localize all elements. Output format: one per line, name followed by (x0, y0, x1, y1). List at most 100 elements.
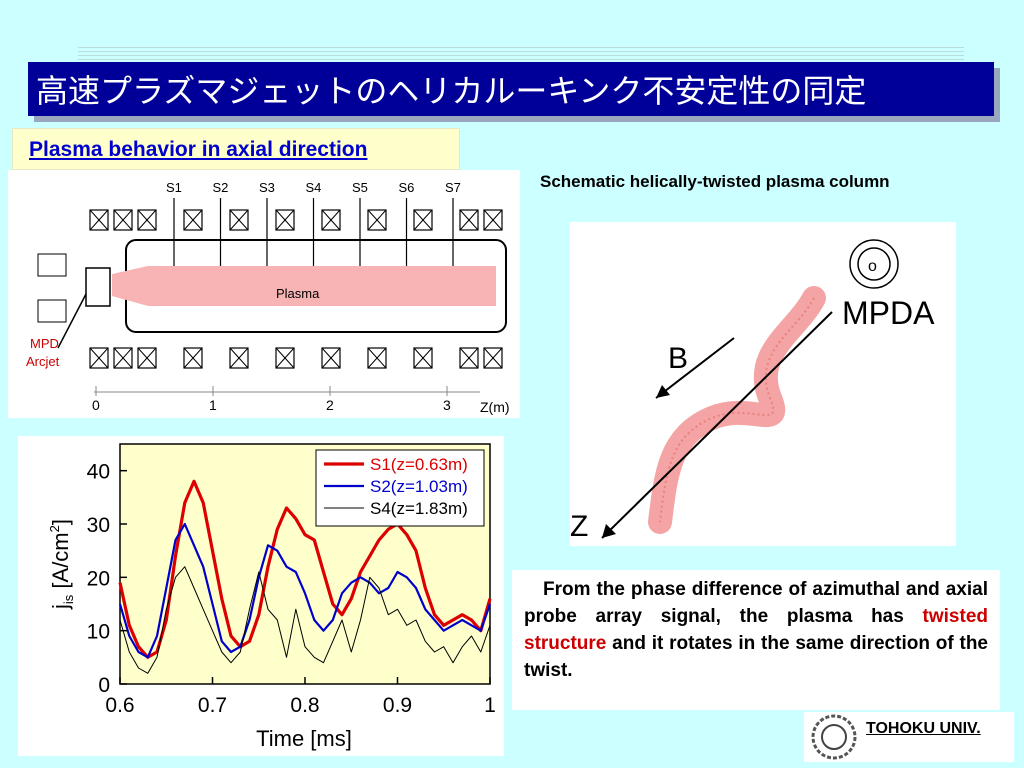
probe-label: S5 (352, 180, 368, 195)
helix-svg: o MPDA B Z (570, 239, 935, 543)
coil-cross (367, 347, 387, 369)
y-axis-label-subscript: is (61, 594, 76, 604)
coil-cross (113, 209, 133, 231)
y-tick-label: 30 (87, 514, 110, 537)
x-tick-label: 0.8 (290, 694, 319, 717)
section-label: Plasma behavior in axial direction (29, 138, 368, 161)
device-schematic: S1 S2 S3 S4 S5 S6 S7 Plasma MPD Arcjet 0 1 2 3 Z(… (8, 170, 520, 418)
probe-label: S7 (445, 180, 461, 195)
page-title: 高速プラズマジェットのヘリカルーキンク不安定性の同定 (36, 72, 867, 110)
university-name: TOHOKU UNIV. (866, 720, 981, 737)
coil-cross (321, 209, 341, 231)
coil-row-top (89, 209, 503, 231)
legend-label: S1(z=0.63m) (370, 455, 468, 474)
x-axis-label: Time [ms] (256, 726, 352, 751)
probe-label: S4 (306, 180, 322, 195)
coil-cross (89, 347, 109, 369)
decorative-hatch (78, 44, 964, 64)
section-label-box: Plasma behavior in axial direction (12, 128, 460, 170)
coil-cross (113, 347, 133, 369)
source-coil-top (37, 253, 67, 277)
y-axis-label: jis [A/cm2] (47, 519, 76, 610)
coil-cross (137, 347, 157, 369)
probe-label: S1 (166, 180, 182, 195)
x-tick-label: 0.9 (383, 694, 412, 717)
y-tick-label: 40 (87, 461, 110, 484)
coil-cross (229, 209, 249, 231)
source-label-1: MPD (30, 336, 59, 351)
coil-cross (459, 347, 479, 369)
twisted-plasma-texture (659, 297, 815, 523)
description-box: From the phase difference of azimuthal a… (512, 570, 1000, 710)
z-axis-label: Z(m) (480, 399, 510, 415)
y-axis-label-close: ] (48, 519, 73, 525)
y-axis-label-unit: [A/cm (48, 532, 73, 594)
probe-array: S1 S2 S3 S4 S5 S6 S7 (166, 180, 461, 274)
y-axis-label-symbol: j (48, 604, 73, 610)
mpda-probe-symbol: o (868, 258, 877, 275)
description-text: From the phase difference of azimuthal a… (524, 576, 988, 684)
b-field-label: B (668, 342, 688, 375)
coil-cross (483, 209, 503, 231)
coil-cross (459, 209, 479, 231)
coil-cross (275, 347, 295, 369)
x-tick-label: 0.6 (105, 694, 134, 717)
x-tick-label: 1 (484, 694, 496, 717)
coil-cross (89, 209, 109, 231)
z-tick-label: 3 (443, 397, 451, 413)
mpd-arcjet-source (85, 267, 111, 307)
z-axis-ticks: 0 1 2 3 (92, 386, 451, 413)
x-tick-label: 0.7 (198, 694, 227, 717)
description-part1: From the phase difference of azimuthal a… (524, 579, 988, 627)
coil-cross (229, 347, 249, 369)
description-part2: and it rotates in the same direction of … (524, 633, 988, 681)
coil-cross (183, 347, 203, 369)
series-line-1 (118, 479, 492, 659)
source-coil-bottom (37, 299, 67, 323)
z-arrowhead (602, 524, 616, 538)
coil-cross (137, 209, 157, 231)
source-label-2: Arcjet (26, 354, 60, 369)
probe-label: S6 (399, 180, 415, 195)
coil-cross (183, 209, 203, 231)
coil-cross (275, 209, 295, 231)
coil-row-bottom (89, 347, 503, 369)
mpda-label: MPDA (842, 295, 935, 331)
helix-schematic: o MPDA B Z (570, 222, 956, 546)
y-tick-label: 10 (87, 621, 110, 644)
b-arrowhead (656, 385, 670, 398)
z-label: Z (570, 510, 588, 543)
series-layer (118, 479, 492, 674)
mpda-probe-inner (857, 247, 891, 281)
logo-ring (811, 714, 857, 760)
plasma-label: Plasma (276, 286, 320, 301)
coil-cross (321, 347, 341, 369)
device-schematic-svg: S1 S2 S3 S4 S5 S6 S7 Plasma MPD Arcjet 0 1 2 3 Z(… (26, 180, 510, 415)
series-line-3 (119, 566, 491, 674)
university-footer: TOHOKU UNIV. (804, 712, 1014, 762)
current-density-chart: 0.6 0.7 0.8 0.9 1 0 10 20 30 40 S1(z=0.63m) S2(z=1… (18, 436, 504, 756)
z-tick-label: 0 (92, 397, 100, 413)
legend-label: S2(z=1.03m) (370, 477, 468, 496)
description-highlight: twisted structure (524, 606, 988, 654)
b-field-arrow (655, 337, 735, 399)
mpda-probe-outer (849, 239, 899, 289)
coil-cross (367, 209, 387, 231)
z-tick-label: 2 (326, 397, 334, 413)
coil-cross (413, 209, 433, 231)
plasma-column (112, 266, 496, 306)
y-tick-label: 20 (87, 567, 110, 590)
coil-cross (413, 347, 433, 369)
legend: S1(z=0.63m) S2(z=1.03m) S4(z=1.83m) (324, 455, 468, 518)
title-bar: 高速プラズマジェットのヘリカルーキンク不安定性の同定 (28, 62, 994, 116)
logo-center (821, 724, 847, 750)
y-axis-label-superscript: 2 (47, 525, 62, 532)
y-tick-label: 0 (98, 674, 110, 697)
source-pointer-arrow (57, 293, 87, 349)
probe-label: S3 (259, 180, 275, 195)
helix-title: Schematic helically-twisted plasma colum… (540, 172, 890, 191)
twisted-plasma-column (648, 286, 826, 534)
z-axis-arrow (601, 311, 833, 539)
